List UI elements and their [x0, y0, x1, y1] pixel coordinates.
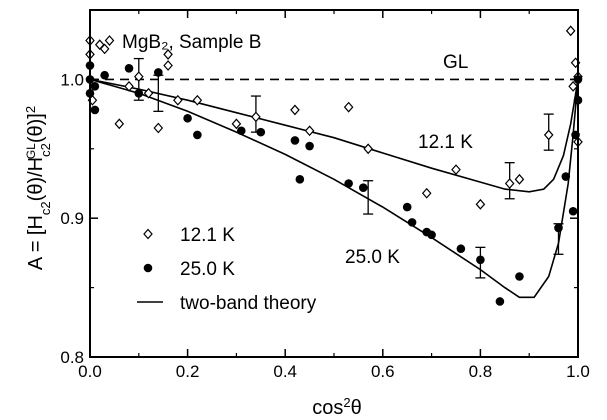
y-axis-label-sub1: c2: [38, 201, 53, 215]
legend-diamond-symbol: [143, 228, 153, 240]
data-point-25-0k: [515, 272, 524, 281]
data-point-12-1k: [143, 87, 154, 99]
legend-label-two-band-theory: two-band theory: [180, 293, 317, 314]
data-point-25-0k: [561, 172, 571, 181]
x-axis-label-base: cos: [312, 397, 343, 419]
data-point-12-1k: [104, 35, 115, 46]
data-point-25-0k: [236, 126, 246, 136]
x-tick-label: 1.0: [566, 362, 590, 381]
data-point-25-0k: [90, 105, 100, 115]
data-point-25-0k: [154, 68, 163, 77]
data-point-25-0k: [256, 127, 266, 137]
y-axis-label-exp: 2: [23, 106, 38, 113]
curve-annotation-12-1k: 12.1 K: [418, 132, 473, 153]
data-point-12-1k: [565, 25, 576, 37]
tick-layer: 0.0 0.2 0.4 0.6 0.8 1.0 0.8 0.9 1.0: [60, 10, 590, 381]
data-point-25-0k: [476, 255, 485, 265]
x-tick-label: 0.8: [469, 362, 493, 381]
data-point-25-0k: [90, 82, 100, 91]
data-point-12-1k: [343, 101, 354, 113]
legend-label-25-0k: 25.0 K: [180, 259, 235, 280]
data-point-25-0k: [407, 218, 417, 227]
data-point-12-1k: [304, 125, 315, 137]
data-point-25-0k: [344, 179, 353, 188]
data-point-12-1k: [475, 198, 486, 210]
sample-label: MgB₂, Sample B: [122, 32, 261, 53]
data-point-25-0k: [305, 141, 314, 151]
data-point-12-1k: [173, 94, 183, 106]
y-tick-label: 0.8: [60, 348, 84, 367]
data-point-25-0k: [193, 130, 202, 140]
data-point-12-1k: [421, 187, 432, 199]
x-tick-label: 0.0: [78, 362, 102, 381]
data-point-12-1k: [231, 118, 242, 130]
data-point-12-1k: [163, 60, 173, 71]
y-axis-label-sup: GL: [24, 143, 38, 159]
data-point-25-0k: [124, 63, 134, 73]
data-point-12-1k: [133, 71, 144, 83]
data-point-25-0k: [427, 230, 436, 240]
data-point-12-1k: [290, 104, 300, 116]
data-point-12-1k: [99, 43, 110, 55]
data-point-12-1k: [363, 143, 373, 155]
data-point-25-0k: [183, 113, 192, 123]
error-bar: [363, 180, 374, 215]
data-point-25-0k: [290, 136, 300, 145]
gl-label: GL: [443, 52, 468, 73]
y-axis-label-suffix: (θ)]: [25, 113, 47, 143]
data-point-12-1k: [504, 178, 515, 189]
x-tick-label: 0.6: [371, 362, 395, 381]
legend-marker-open-diamond: [143, 228, 153, 240]
y-tick-label: 0.9: [60, 209, 84, 228]
x-tick-label: 0.4: [273, 362, 297, 381]
data-point-25-0k: [568, 206, 578, 216]
data-point-25-0k: [358, 183, 368, 192]
data-point-12-1k: [163, 49, 173, 60]
curve-annotation-25-0k: 25.0 K: [345, 247, 400, 268]
curve-layer: [89, 78, 579, 299]
data-point-12-1k: [192, 94, 203, 106]
data-point-25-0k: [100, 70, 109, 80]
legend-marker-filled-circle: [143, 263, 153, 273]
sample-label-text: MgB₂, Sample B: [122, 32, 261, 53]
data-point-12-1k: [251, 111, 261, 123]
legend: 12.1 K 25.0 K two-band theory: [137, 225, 317, 314]
data-point-12-1k: [514, 173, 525, 185]
legend-circle-symbol: [143, 263, 153, 273]
theory-curve-12-1k: [89, 78, 579, 193]
x-tick-label: 0.2: [176, 362, 200, 381]
data-point-25-0k: [134, 88, 144, 98]
data-point-25-0k: [554, 223, 563, 233]
data-point-12-1k: [568, 80, 578, 92]
data-point-12-1k: [114, 118, 125, 130]
legend-label-12-1k: 12.1 K: [180, 225, 235, 246]
x-axis-label-exp: 2: [343, 395, 350, 410]
data-point-25-0k: [295, 175, 305, 184]
y-tick-label: 1.0: [60, 70, 84, 89]
data-point-12-1k: [153, 122, 164, 134]
y-axis-label-prefix: A = [H: [25, 215, 47, 270]
data-point-12-1k: [124, 80, 134, 92]
data-point-layer: [85, 25, 583, 306]
y-axis-label-sub2: c2: [38, 143, 53, 157]
x-axis-label: cos2θ: [312, 395, 361, 420]
data-point-12-1k: [543, 129, 554, 141]
x-axis-label-var: θ: [351, 397, 362, 419]
data-point-25-0k: [402, 202, 412, 212]
data-point-25-0k: [456, 244, 466, 254]
plot-frame: [89, 9, 579, 358]
data-point-25-0k: [495, 297, 505, 306]
data-point-12-1k: [451, 164, 461, 176]
y-axis-label-mid: (θ)/H: [25, 157, 47, 201]
y-axis-label: A = [Hc2(θ)/Hc2GL(θ)]2: [23, 106, 53, 270]
